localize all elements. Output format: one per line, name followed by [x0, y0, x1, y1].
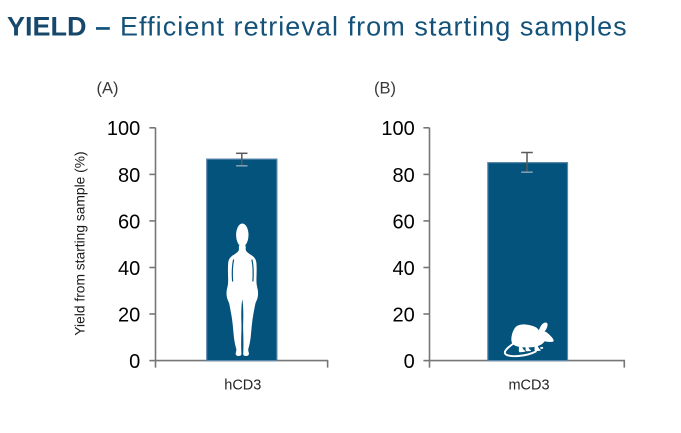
svg-text:hCD3: hCD3 — [224, 378, 261, 394]
svg-text:YIELD: YIELD — [7, 11, 87, 41]
svg-text:80: 80 — [118, 165, 140, 187]
svg-text:80: 80 — [393, 165, 415, 187]
svg-text:100: 100 — [107, 118, 140, 140]
svg-text:(B): (B) — [374, 80, 396, 98]
svg-text:20: 20 — [118, 304, 140, 326]
svg-text:60: 60 — [393, 211, 415, 233]
svg-text:(A): (A) — [97, 80, 119, 98]
svg-text:0: 0 — [129, 351, 140, 373]
svg-text:60: 60 — [118, 211, 140, 233]
svg-text:Efficient retrieval from start: Efficient retrieval from starting sample… — [120, 11, 628, 41]
svg-text:40: 40 — [393, 258, 415, 280]
svg-text:40: 40 — [118, 258, 140, 280]
svg-text:0: 0 — [404, 351, 415, 373]
svg-text:mCD3: mCD3 — [508, 378, 549, 394]
svg-text:20: 20 — [393, 304, 415, 326]
svg-text:100: 100 — [381, 118, 414, 140]
svg-text:Yield from starting sample (%): Yield from starting sample (%) — [73, 151, 88, 335]
